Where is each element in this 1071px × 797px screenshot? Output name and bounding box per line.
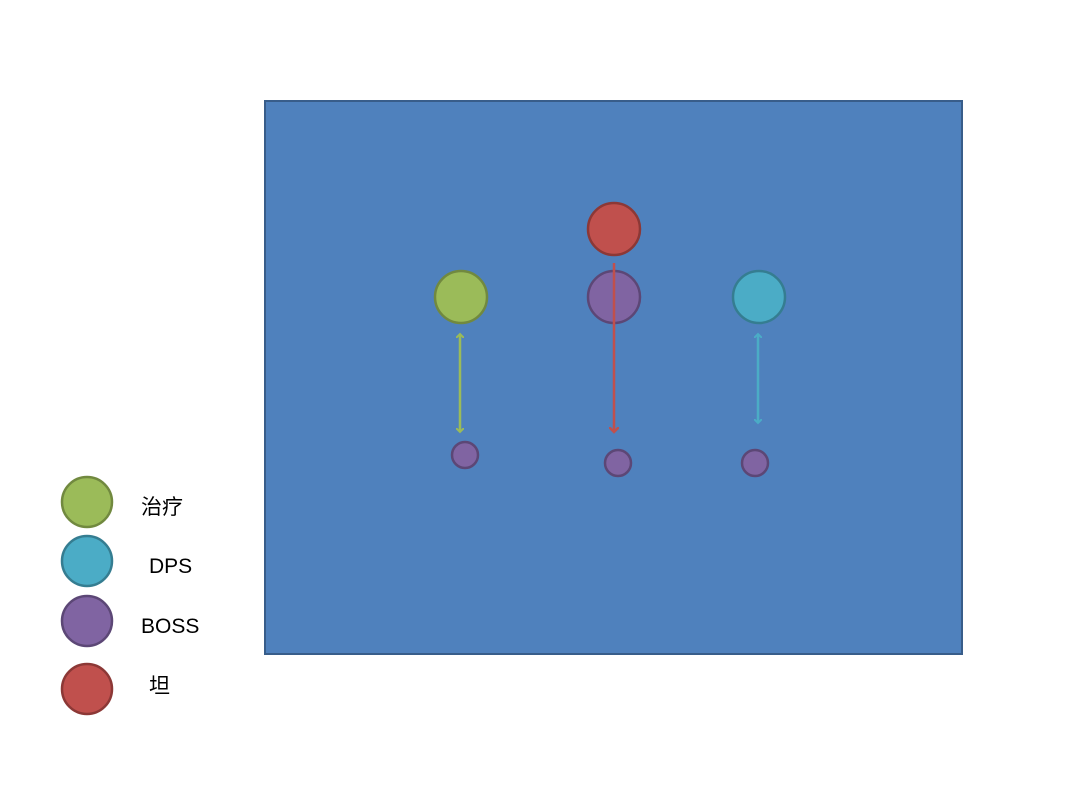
boss-add-marker [603, 448, 633, 478]
legend-tank-swatch [60, 662, 114, 716]
legend-healer-swatch [60, 475, 114, 529]
legend-boss-swatch [60, 594, 114, 648]
boss-add-marker [450, 440, 480, 470]
healer-marker [433, 269, 489, 325]
legend: 治疗 DPS BOSS 坦 [60, 475, 199, 716]
dps-marker [731, 269, 787, 325]
legend-boss-label: BOSS [141, 615, 199, 638]
legend-dps-label: DPS [149, 555, 192, 578]
tank-marker [586, 201, 642, 257]
boss-add-marker [740, 448, 770, 478]
legend-tank-label: 坦 [149, 675, 170, 698]
legend-healer-label: 治疗 [141, 496, 183, 519]
legend-dps-swatch [60, 534, 114, 588]
